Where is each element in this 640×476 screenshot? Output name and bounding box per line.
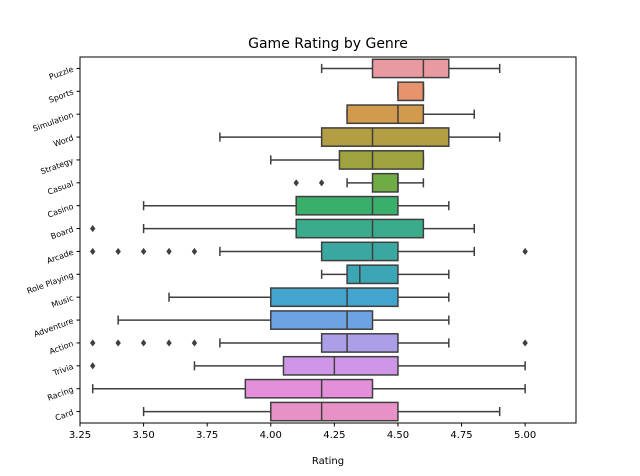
box-group-strategy [270, 150, 425, 170]
box [371, 58, 450, 79]
box-group-music [168, 287, 450, 308]
box [397, 81, 425, 102]
box-group-board [90, 218, 476, 239]
x-tick-label: 4.25 [323, 430, 345, 441]
box-group-word [219, 127, 501, 147]
box [320, 241, 399, 262]
x-tick-label: 3.75 [196, 430, 218, 441]
x-tick-label: 4.75 [450, 430, 472, 441]
outlier-point [191, 339, 198, 347]
outlier-point [90, 224, 96, 233]
box [282, 355, 399, 376]
x-tick-label: 4.00 [260, 430, 282, 441]
outlier-point [293, 179, 299, 187]
box-group-card [142, 401, 501, 422]
plot-frame [79, 56, 577, 424]
x-tick-label: 4.50 [387, 430, 409, 441]
box [320, 127, 450, 147]
box-group-trivia [90, 355, 526, 376]
box-group-role-playing [320, 264, 450, 285]
box [270, 310, 374, 330]
box [244, 378, 374, 399]
outlier-point [140, 247, 147, 256]
outlier-point [115, 339, 121, 347]
box [346, 264, 399, 285]
outlier-point [166, 247, 172, 256]
x-tick-label: 3.25 [69, 430, 91, 441]
x-axis-ticks: 3.25 3.50 3.75 4.00 4.25 4.50 4.75 5.00 [69, 423, 536, 441]
outlier-point [522, 247, 528, 256]
box [371, 172, 399, 193]
box-group-racing [91, 378, 526, 399]
box-group-simulation [346, 104, 476, 125]
outlier-point [115, 247, 121, 256]
box-group-arcade [90, 241, 528, 262]
x-tick-label: 5.00 [514, 430, 536, 441]
box [295, 195, 399, 216]
box [320, 333, 399, 353]
outlier-point [318, 179, 325, 187]
box [346, 104, 425, 125]
box [295, 218, 425, 239]
box-group-adventure [117, 310, 450, 330]
outlier-point [522, 339, 528, 347]
box [270, 401, 399, 422]
outlier-point [191, 247, 198, 256]
box [338, 150, 425, 170]
box-group-casino [142, 195, 450, 216]
outlier-point [90, 339, 96, 347]
box-group-puzzle [320, 58, 501, 79]
boxes-layer [90, 58, 528, 422]
box-group-casual [293, 172, 425, 193]
box-group-sports [397, 81, 425, 102]
box [270, 287, 399, 308]
outlier-point [90, 362, 96, 370]
outlier-point [140, 339, 147, 347]
x-tick-label: 3.50 [132, 430, 154, 441]
outlier-point [90, 247, 96, 256]
x-axis-label: Rating [312, 456, 344, 467]
box-group-action [90, 333, 528, 353]
outlier-point [166, 339, 172, 347]
chart-title: Game Rating by Genre [248, 36, 408, 52]
